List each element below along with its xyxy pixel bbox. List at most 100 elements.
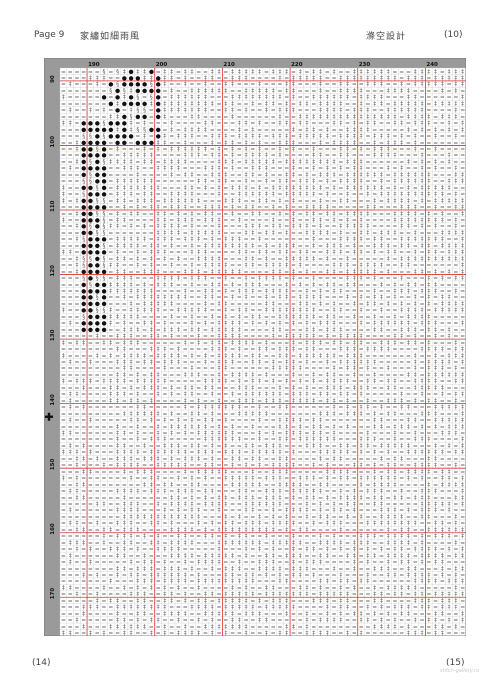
stitch-symbol: ‡: [150, 160, 153, 166]
stitch-symbol: ‡: [123, 431, 126, 437]
stitch-symbol: ‡: [326, 392, 329, 398]
stitch-symbol: =: [305, 282, 310, 288]
stitch-symbol: =: [95, 95, 100, 101]
stitch-symbol: =: [250, 437, 255, 443]
stitch-symbol: ‡: [170, 599, 173, 605]
stitch-symbol: ‡: [116, 256, 119, 262]
stitch-symbol: ‡: [123, 69, 126, 75]
stitch-symbol: ‡: [454, 515, 457, 521]
stitch-symbol: ‡: [434, 379, 437, 385]
stitch-symbol: ‡: [427, 321, 430, 327]
stitch-symbol: ‡: [339, 114, 342, 120]
stitch-symbol: ‡: [414, 179, 417, 185]
stitch-symbol: ‡: [116, 334, 119, 340]
stitch-symbol: =: [108, 560, 113, 566]
stitch-symbol: =: [108, 256, 113, 262]
stitch-symbol: =: [95, 392, 100, 398]
stitch-symbol: =: [284, 211, 289, 217]
stitch-symbol: =: [74, 560, 79, 566]
stitch-symbol: ‡: [130, 315, 133, 321]
stitch-symbol: §: [123, 89, 126, 95]
stitch-symbol: ‡: [393, 282, 396, 288]
stitch-symbol: =: [162, 386, 167, 392]
stitch-symbol: =: [271, 147, 276, 153]
stitch-symbol: ‡: [407, 185, 410, 191]
stitch-symbol: =: [365, 599, 370, 605]
stitch-symbol: ‡: [211, 553, 214, 559]
stitch-symbol: =: [447, 211, 452, 217]
stitch-symbol: ‡: [373, 173, 376, 179]
stitch-symbol: =: [264, 418, 269, 424]
stitch-symbol: =: [264, 386, 269, 392]
stitch-symbol: =: [81, 560, 86, 566]
stitch-symbol: ‡: [163, 573, 166, 579]
stitch-symbol: =: [399, 295, 404, 301]
stitch-symbol: =: [74, 431, 79, 437]
stitch-symbol: ‡: [427, 211, 430, 217]
stitch-symbol: =: [210, 308, 215, 314]
stitch-symbol: ‡: [366, 398, 369, 404]
stitch-symbol: =: [420, 276, 425, 282]
stitch-symbol: ‡: [434, 347, 437, 353]
stitch-symbol: =: [406, 69, 411, 75]
stitch-symbol: =: [298, 450, 303, 456]
stitch-symbol: ‡: [157, 140, 160, 146]
stitch-symbol: =: [115, 153, 120, 159]
stitch-symbol: ‡: [421, 256, 424, 262]
stitch-symbol: ‡: [197, 431, 200, 437]
stitch-symbol: =: [88, 528, 93, 534]
stitch-symbol: =: [88, 599, 93, 605]
stitch-symbol: ‡: [204, 469, 207, 475]
stitch-symbol: =: [257, 308, 262, 314]
stitch-symbol: ‡: [150, 269, 153, 275]
stitch-symbol: ‡: [278, 450, 281, 456]
stitch-symbol: =: [284, 489, 289, 495]
stitch-symbol: =: [74, 102, 79, 108]
stitch-symbol: =: [386, 276, 391, 282]
stitch-symbol: =: [325, 263, 330, 269]
stitch-symbol: ‡: [292, 166, 295, 172]
stitch-symbol: =: [447, 82, 452, 88]
stitch-symbol: =: [169, 373, 174, 379]
stitch-symbol: =: [257, 321, 262, 327]
stitch-symbol: ‡: [157, 431, 160, 437]
stitch-symbol: ‡: [339, 579, 342, 585]
stitch-symbol: ‡: [427, 82, 430, 88]
stitch-symbol: =: [318, 308, 323, 314]
stitch-symbol: =: [237, 418, 242, 424]
stitch-symbol: ‡: [387, 114, 390, 120]
stitch-symbol: =: [453, 476, 458, 482]
stitch-symbol: =: [332, 515, 337, 521]
stitch-symbol: ‡: [272, 218, 275, 224]
stitch-symbol: ●: [81, 231, 86, 237]
stitch-symbol: ‡: [272, 289, 275, 295]
stitch-symbol: =: [244, 302, 249, 308]
stitch-symbol: ‡: [184, 340, 187, 346]
stitch-symbol: =: [102, 560, 107, 566]
stitch-symbol: =: [271, 347, 276, 353]
stitch-symbol: =: [223, 489, 228, 495]
stitch-symbol: =: [311, 586, 316, 592]
stitch-symbol: =: [332, 463, 337, 469]
stitch-symbol: ‡: [245, 398, 248, 404]
stitch-symbol: ‡: [204, 534, 207, 540]
stitch-symbol: =: [399, 437, 404, 443]
stitch-symbol: ‡: [258, 160, 261, 166]
stitch-symbol: =: [196, 140, 201, 146]
stitch-symbol: =: [108, 515, 113, 521]
stitch-symbol: ‡: [218, 166, 221, 172]
stitch-symbol: ‡: [224, 102, 227, 108]
stitch-symbol: ‡: [258, 431, 261, 437]
stitch-symbol: ‡: [421, 185, 424, 191]
stitch-symbol: =: [291, 457, 296, 463]
stitch-symbol: ‡: [218, 353, 221, 359]
stitch-symbol: =: [108, 327, 113, 333]
stitch-symbol: ‡: [400, 89, 403, 95]
stitch-symbol: =: [217, 198, 222, 204]
stitch-symbol: =: [338, 398, 343, 404]
stitch-symbol: ‡: [353, 173, 356, 179]
stitch-symbol: ●: [95, 166, 100, 172]
stitch-symbol: ‡: [82, 444, 85, 450]
stitch-symbol: =: [183, 282, 188, 288]
stitch-symbol: =: [372, 540, 377, 546]
